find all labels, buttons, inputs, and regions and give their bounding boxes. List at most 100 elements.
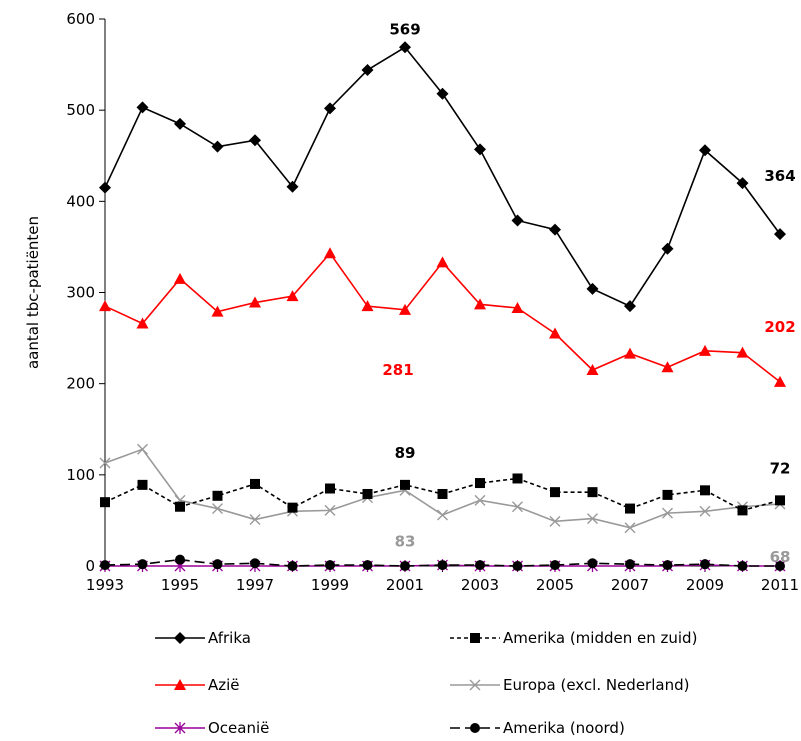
data-point <box>212 503 223 515</box>
data-point <box>437 509 448 521</box>
legend-marker <box>174 632 186 644</box>
data-point <box>400 561 410 571</box>
y-tick-label: 200 <box>66 375 95 393</box>
annotation-layer: 569 364 281 202 89 72 83 68 <box>382 20 795 566</box>
data-point <box>700 559 710 570</box>
data-point <box>737 561 748 571</box>
data-point <box>136 101 149 114</box>
data-point <box>325 560 335 571</box>
data-point <box>436 256 449 268</box>
data-point <box>549 515 561 527</box>
data-point <box>287 561 298 571</box>
data-point <box>700 485 710 496</box>
data-point <box>586 363 599 375</box>
legend-entry-amerika-noord: Amerika (noord) <box>450 719 625 737</box>
data-point <box>175 554 185 565</box>
data-label: 569 <box>389 20 420 38</box>
legend-entry-oceanië: Oceanië <box>155 719 269 737</box>
data-point <box>137 559 148 570</box>
data-point <box>324 102 336 115</box>
legend-label: Oceanië <box>208 719 269 737</box>
data-point <box>286 180 299 193</box>
x-tick-label: 2001 <box>386 576 424 594</box>
data-label: 68 <box>770 548 791 566</box>
data-point <box>662 560 673 571</box>
data-point <box>587 513 598 525</box>
x-tick-label: 2011 <box>761 576 799 594</box>
data-point <box>211 140 224 153</box>
data-point <box>624 522 636 534</box>
data-point <box>549 327 561 339</box>
data-point <box>624 300 636 313</box>
data-label: 364 <box>764 167 795 185</box>
legend-label: Azië <box>208 676 240 694</box>
data-point <box>474 298 486 310</box>
y-axis-label: aantal tbc-patiënten <box>24 216 42 369</box>
data-point <box>475 560 485 571</box>
legend-label: Afrika <box>208 629 251 647</box>
legend-label: Europa (excl. Nederland) <box>503 676 689 694</box>
series-layer <box>99 41 786 572</box>
x-tick-label: 1997 <box>236 576 274 594</box>
data-point <box>175 501 185 512</box>
x-tick-label: 2005 <box>536 576 574 594</box>
data-point <box>625 503 635 514</box>
data-point <box>774 375 786 387</box>
data-point <box>775 495 785 506</box>
data-label: 281 <box>382 361 413 379</box>
data-point <box>212 559 223 570</box>
data-point <box>587 558 598 569</box>
data-point <box>661 361 674 373</box>
data-point <box>174 117 186 130</box>
data-point <box>137 479 148 490</box>
data-point <box>625 559 635 570</box>
y-tick-label: 100 <box>66 466 95 484</box>
legend-marker <box>174 722 186 734</box>
data-point <box>99 181 111 194</box>
data-point <box>775 561 785 571</box>
y-tick-label: 0 <box>85 557 95 575</box>
series-azië <box>99 247 786 387</box>
legend-marker <box>469 679 481 691</box>
data-point <box>324 504 336 516</box>
legend-entry-europa-excl-nederland: Europa (excl. Nederland) <box>450 676 689 694</box>
y-tick-label: 500 <box>66 101 95 119</box>
data-point <box>512 473 523 484</box>
data-point <box>399 41 411 54</box>
x-tick-label: 1999 <box>311 576 349 594</box>
legend-label: Amerika (midden en zuid) <box>503 629 697 647</box>
data-point <box>474 494 486 506</box>
series-line <box>104 448 781 529</box>
legend-marker <box>174 679 186 690</box>
legend-entry-amerika-midden-en-zuid: Amerika (midden en zuid) <box>450 629 697 647</box>
data-point <box>249 296 261 308</box>
data-point <box>325 483 335 494</box>
data-point <box>399 303 411 315</box>
data-label: 72 <box>770 459 791 477</box>
data-point <box>512 561 523 571</box>
x-tick-label: 2007 <box>611 576 649 594</box>
data-point <box>736 177 749 190</box>
legend: Afrika Amerika (midden en zuid) Azië Europa… <box>155 629 697 737</box>
data-point <box>361 300 374 312</box>
series-europa-excl-nederland <box>99 443 786 534</box>
data-point <box>511 301 524 313</box>
x-tick-label: 1993 <box>86 576 124 594</box>
series-amerika-midden-en-zuid <box>100 473 785 516</box>
data-point <box>586 282 599 295</box>
y-tick-label: 400 <box>66 192 95 210</box>
data-point <box>774 228 786 241</box>
data-point <box>99 457 111 469</box>
legend-entry-afrika: Afrika <box>155 629 251 647</box>
y-tick-label: 600 <box>66 10 95 28</box>
data-point <box>249 134 261 147</box>
data-point <box>699 344 711 356</box>
data-label: 89 <box>395 444 416 462</box>
data-point <box>286 290 299 302</box>
data-point <box>550 560 560 571</box>
data-point <box>475 478 485 489</box>
y-tick-label: 300 <box>66 284 95 302</box>
data-point <box>511 214 524 227</box>
data-point <box>437 560 448 571</box>
